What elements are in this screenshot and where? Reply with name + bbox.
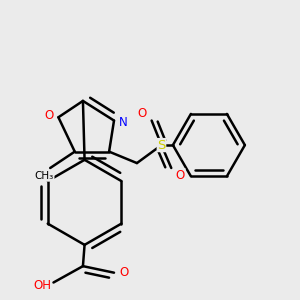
Text: N: N	[119, 116, 128, 129]
Text: OH: OH	[33, 279, 51, 292]
Text: O: O	[45, 109, 54, 122]
Text: O: O	[138, 107, 147, 120]
Text: S: S	[157, 139, 166, 152]
Text: O: O	[176, 169, 185, 182]
Text: O: O	[119, 266, 128, 279]
Text: CH₃: CH₃	[35, 171, 54, 181]
